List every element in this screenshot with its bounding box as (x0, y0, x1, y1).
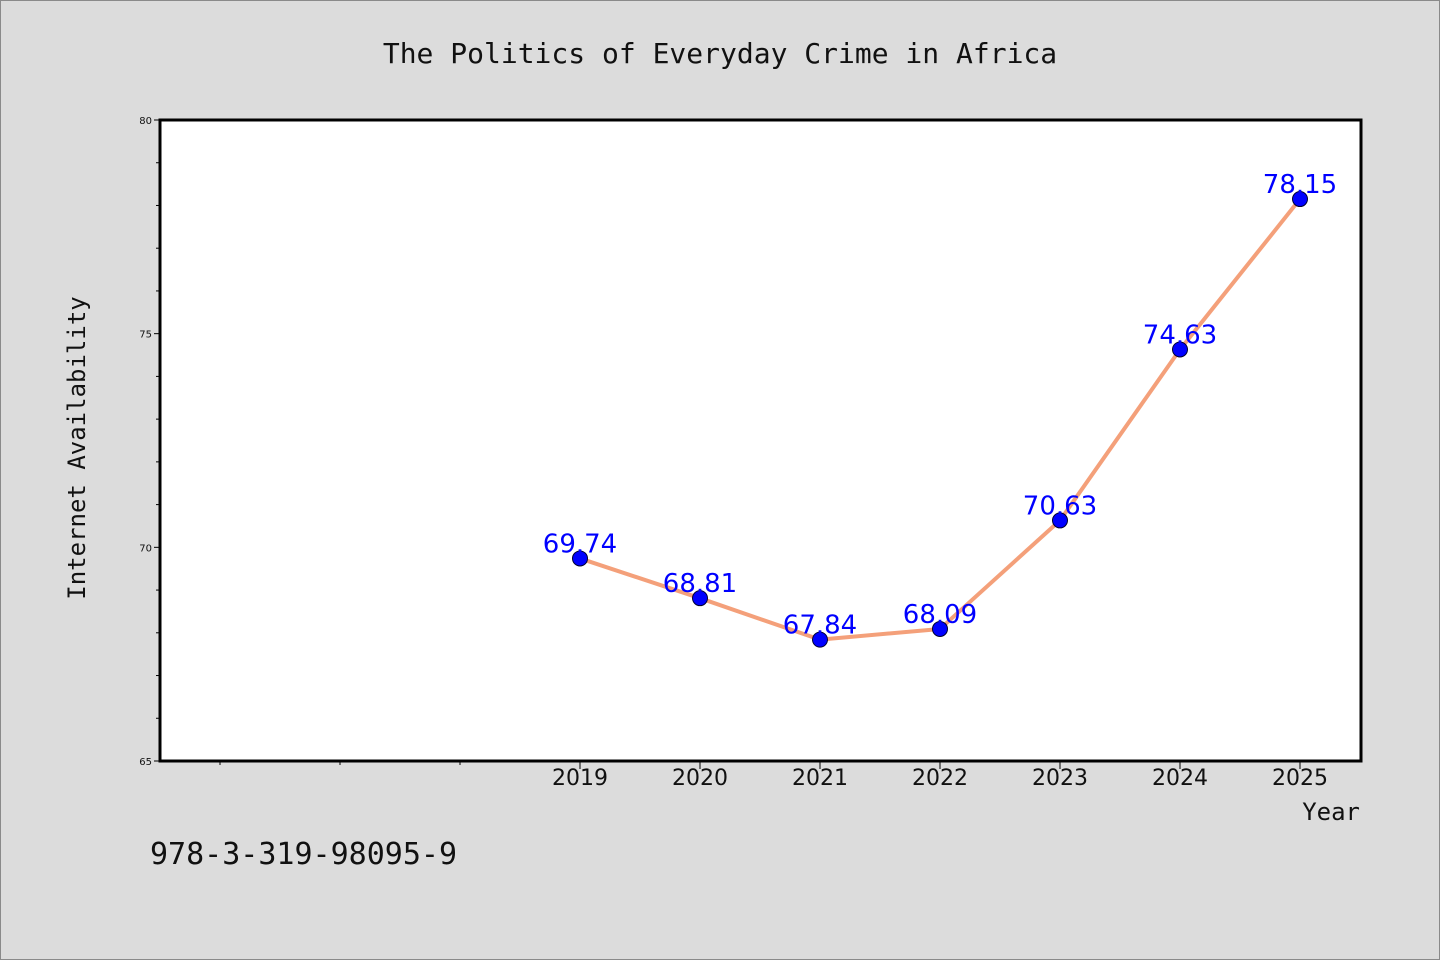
x-axis-title: Year (1302, 798, 1360, 826)
data-label: 78.15 (1263, 170, 1337, 200)
data-point (812, 631, 828, 648)
x-tick-label: 2023 (1032, 766, 1088, 791)
y-tick-label: 80 (139, 116, 152, 127)
isbn-text: 978-3-319-98095-9 (150, 837, 457, 872)
y-axis-title: Internet Availability (63, 296, 91, 599)
data-label: 67.84 (783, 611, 857, 641)
y-tick-label: 65 (139, 757, 152, 768)
x-tick-label: 2019 (552, 766, 608, 791)
plot-area (158, 118, 1363, 763)
x-tick-label: 2025 (1272, 766, 1328, 791)
x-tick-label: 2024 (1152, 766, 1208, 791)
tick-marks (154, 119, 1301, 769)
data-point (1172, 341, 1188, 358)
data-label: 68.81 (663, 569, 737, 599)
x-tick-label: 2020 (672, 766, 728, 791)
data-point (572, 550, 588, 567)
x-tick-label: 2021 (792, 766, 848, 791)
data-point (1052, 512, 1068, 529)
data-label: 69.74 (543, 529, 617, 559)
data-point (932, 620, 948, 637)
data-label: 74.63 (1143, 320, 1217, 350)
y-tick-label: 75 (139, 330, 152, 341)
x-tick-label: 2022 (912, 766, 968, 791)
data-point (692, 590, 708, 607)
y-tick-labels: 65 70 75 80 (139, 116, 152, 768)
data-label: 70.63 (1023, 491, 1097, 521)
x-tick-labels: 2019 2020 2021 2022 2023 2024 2025 (552, 766, 1328, 791)
chart-title: The Politics of Everyday Crime in Africa (383, 37, 1057, 70)
data-point (1292, 191, 1308, 208)
series-layer: 69.74 68.81 67.84 68.09 70.63 74.63 78.15 (543, 170, 1337, 648)
y-tick-label: 70 (139, 543, 152, 554)
data-label: 68.09 (903, 600, 977, 630)
